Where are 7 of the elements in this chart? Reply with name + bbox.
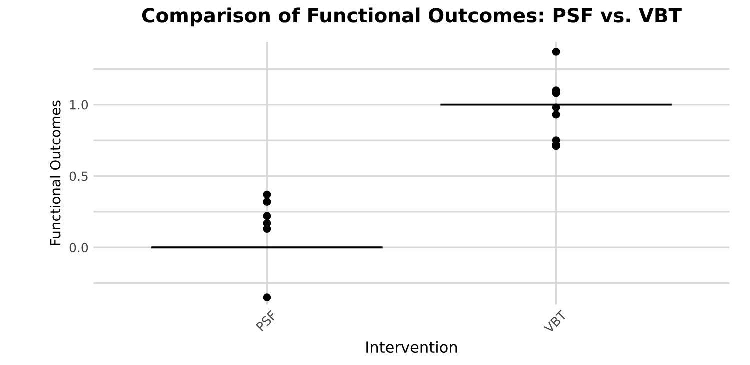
y-tick-label: 1.0 <box>70 100 88 110</box>
chart-title: Comparison of Functional Outcomes: PSF vs. VBT <box>142 8 682 27</box>
x-tick-label: PSF <box>256 310 278 332</box>
y-tick-label: 0.5 <box>70 172 88 182</box>
x-axis-title: Intervention <box>366 341 458 354</box>
y-tick-label: 0.0 <box>70 243 88 253</box>
y-axis-title: Functional Outcomes <box>50 100 61 246</box>
